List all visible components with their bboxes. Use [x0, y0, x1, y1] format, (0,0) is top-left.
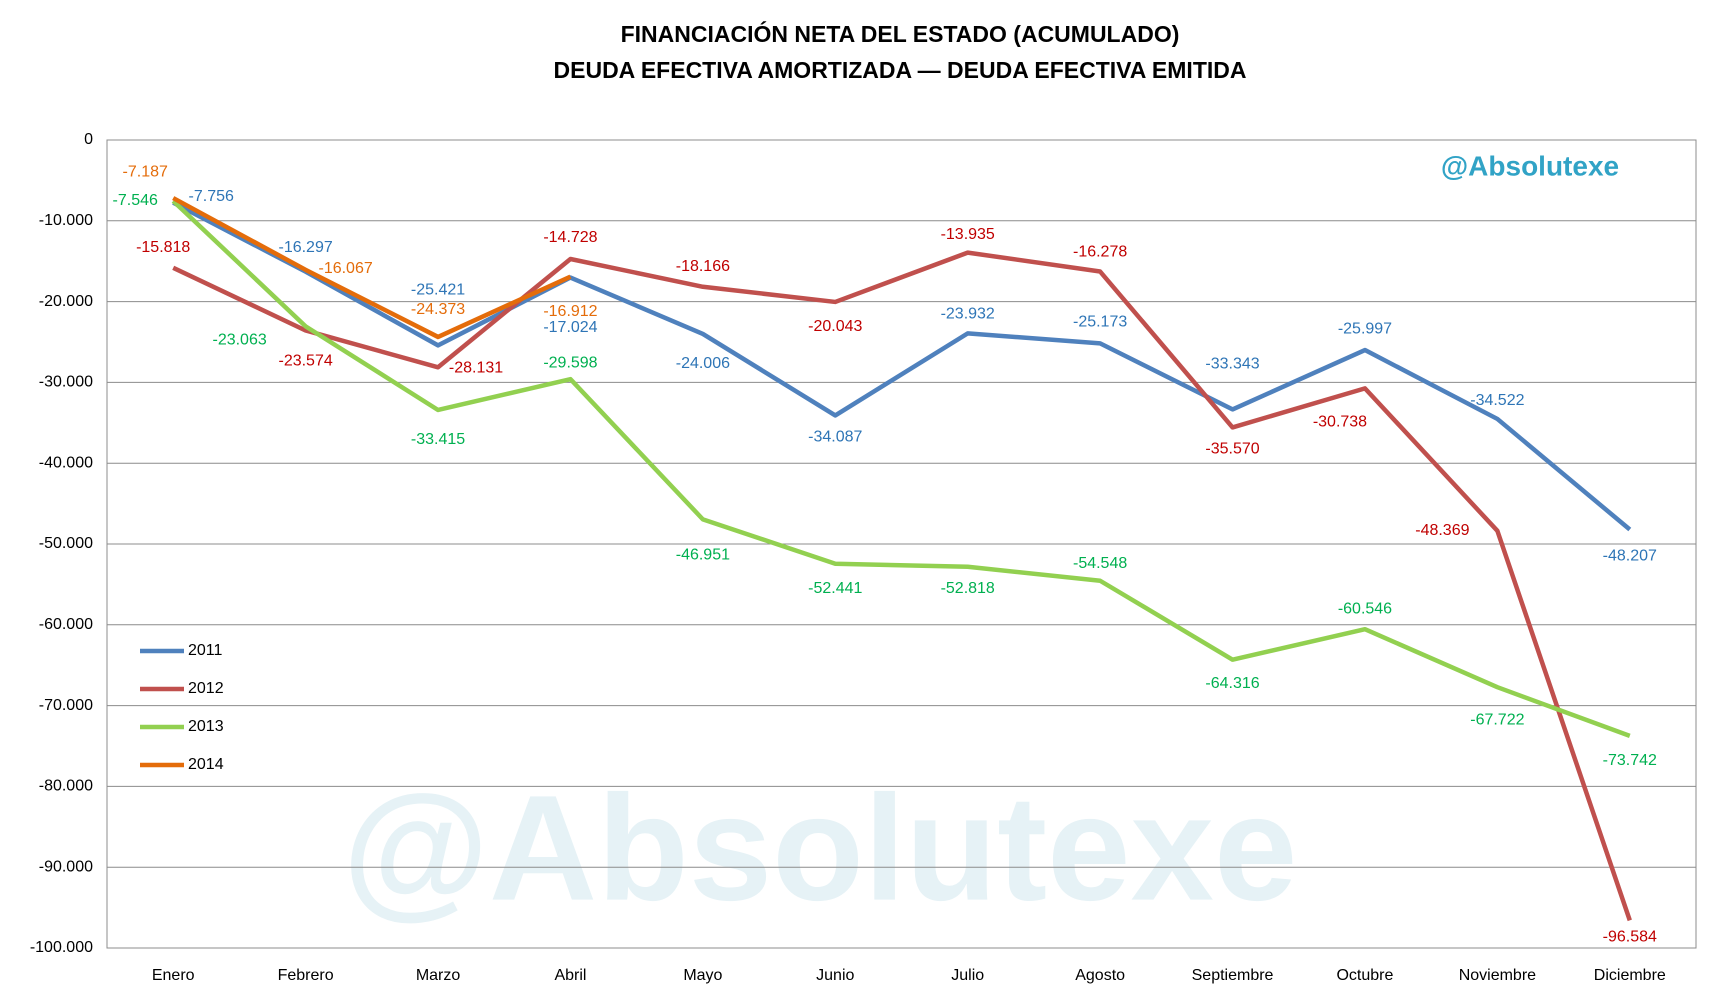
legend-label: 2011 — [188, 642, 223, 659]
y-tick-label: -100.000 — [30, 939, 93, 956]
watermark: @Absolutexe — [343, 764, 1298, 932]
data-label: -20.043 — [808, 318, 862, 335]
series-line — [172, 250, 1632, 922]
data-label: -16.067 — [318, 260, 372, 277]
series-line — [171, 199, 1631, 738]
data-label: -54.548 — [1073, 555, 1127, 572]
x-tick-label: Enero — [152, 967, 195, 984]
data-label: -23.932 — [941, 306, 995, 323]
y-tick-label: -80.000 — [39, 778, 93, 795]
data-label: -16.297 — [278, 239, 332, 256]
data-label: -60.546 — [1338, 600, 1392, 617]
data-label: -52.441 — [808, 580, 862, 597]
series-line — [172, 196, 572, 340]
data-label: -25.173 — [1073, 314, 1127, 331]
data-label: -25.997 — [1338, 320, 1392, 337]
data-label: -25.421 — [411, 282, 465, 299]
data-label: -7.546 — [113, 192, 158, 209]
data-label: -48.369 — [1415, 522, 1469, 539]
data-label: -15.818 — [136, 239, 190, 256]
data-label: -7.756 — [189, 188, 234, 205]
series-line — [172, 200, 1632, 532]
data-label: -33.343 — [1205, 356, 1259, 373]
plot-border — [106, 139, 1697, 949]
data-label: -29.598 — [543, 354, 597, 371]
legend-label: 2012 — [188, 680, 224, 697]
x-tick-label: Noviembre — [1459, 967, 1536, 984]
data-label: -14.728 — [543, 229, 597, 246]
y-tick-label: -60.000 — [39, 616, 93, 633]
data-label: -30.738 — [1313, 414, 1367, 431]
y-tick-label: -50.000 — [39, 535, 93, 552]
y-tick-label: 0 — [84, 131, 93, 148]
data-label: -23.574 — [278, 353, 332, 370]
legend-label: 2013 — [188, 718, 224, 735]
data-label: -17.024 — [543, 319, 597, 336]
x-tick-label: Marzo — [416, 967, 461, 984]
x-tick-label: Agosto — [1075, 967, 1125, 984]
data-label: -52.818 — [941, 580, 995, 597]
chart-subtitle: DEUDA EFECTIVA AMORTIZADA — DEUDA EFECTI… — [554, 57, 1247, 83]
data-label: -7.187 — [123, 163, 168, 180]
data-label: -16.912 — [543, 303, 597, 320]
data-label: -24.006 — [676, 355, 730, 372]
data-label: -34.087 — [808, 429, 862, 446]
data-label: -23.063 — [212, 332, 266, 349]
annotation: @Absolutexe — [1441, 150, 1619, 181]
y-tick-label: -90.000 — [39, 858, 93, 875]
x-tick-label: Diciembre — [1594, 967, 1666, 984]
data-label: -46.951 — [676, 547, 730, 564]
x-tick-label: Abril — [554, 967, 586, 984]
data-label: -24.373 — [411, 301, 465, 318]
y-tick-label: -20.000 — [39, 293, 93, 310]
chart-title: FINANCIACIÓN NETA DEL ESTADO (ACUMULADO) — [621, 20, 1180, 47]
x-tick-label: Septiembre — [1192, 967, 1274, 984]
data-label: -64.316 — [1205, 675, 1259, 692]
data-label: -35.570 — [1205, 441, 1259, 458]
x-tick-label: Octubre — [1336, 967, 1393, 984]
y-tick-label: -70.000 — [39, 697, 93, 714]
x-tick-label: Julio — [951, 967, 984, 984]
x-tick-label: Junio — [816, 967, 854, 984]
y-tick-label: -30.000 — [39, 374, 93, 391]
data-label: -48.207 — [1603, 548, 1657, 565]
data-label: -96.584 — [1603, 929, 1657, 946]
data-label: -16.278 — [1073, 244, 1127, 261]
data-label: -33.415 — [411, 431, 465, 448]
data-label: -34.522 — [1470, 392, 1524, 409]
x-tick-label: Febrero — [278, 967, 334, 984]
data-label: -28.131 — [449, 360, 503, 377]
data-label: -67.722 — [1470, 711, 1524, 728]
data-label: -13.935 — [941, 226, 995, 243]
data-label: -73.742 — [1603, 752, 1657, 769]
legend-label: 2014 — [188, 756, 224, 773]
data-label: -18.166 — [676, 258, 730, 275]
x-tick-label: Mayo — [683, 967, 722, 984]
y-tick-label: -40.000 — [39, 454, 93, 471]
y-tick-label: -10.000 — [39, 212, 93, 229]
